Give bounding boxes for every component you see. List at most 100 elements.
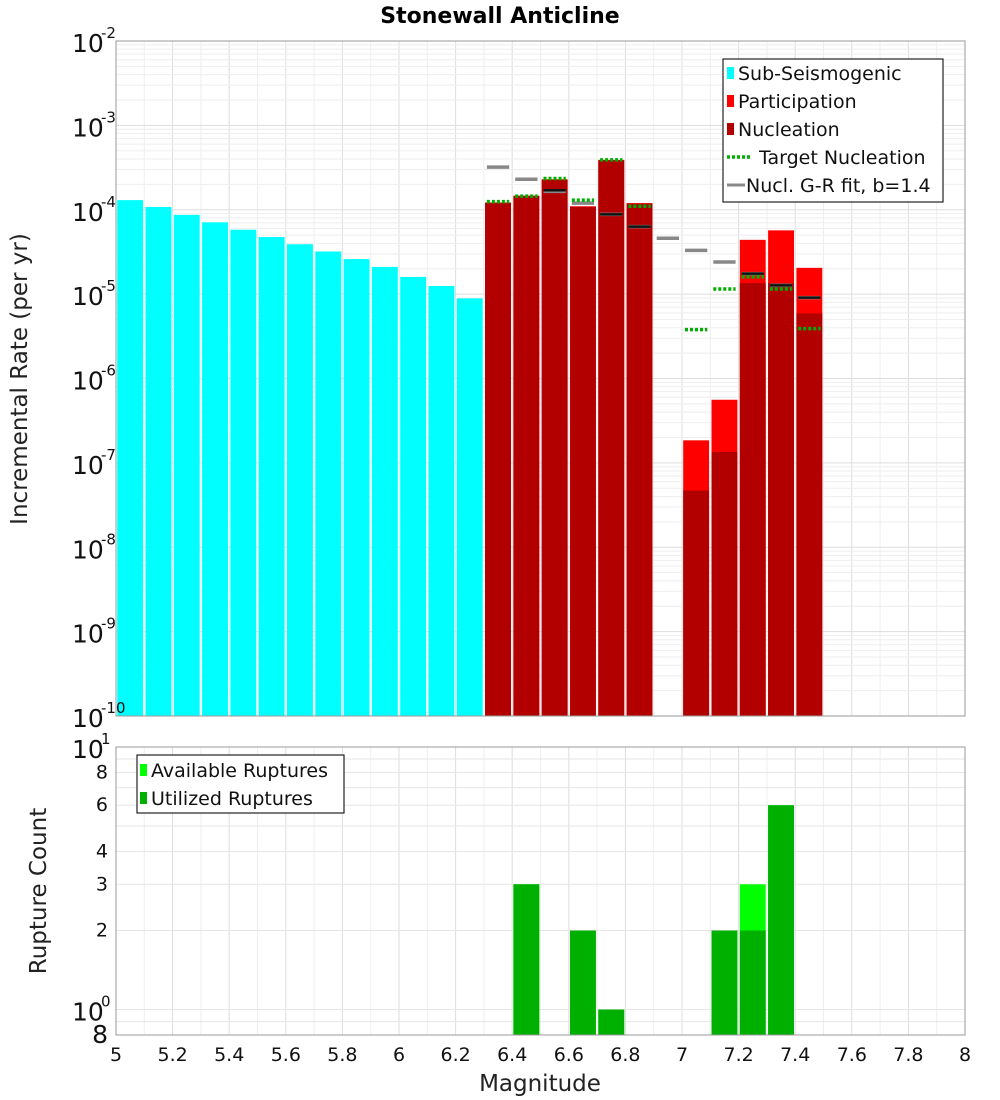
x-tick-label: 5.6 [271, 1044, 301, 1066]
x-tick-label: 7 [676, 1044, 688, 1066]
top-y-tick-exponent: -10 [101, 699, 126, 717]
top-y-tick-exponent: -6 [101, 362, 116, 380]
top-y-tick-label: 10 [72, 535, 104, 564]
x-tick-label: 6.4 [497, 1044, 527, 1066]
sub-seismogenic-bar [230, 229, 257, 717]
top-y-tick-label: 10 [72, 451, 104, 480]
nucleation-bar [570, 206, 596, 716]
sub-seismogenic-bar [258, 237, 285, 716]
x-tick-label: 7.4 [780, 1044, 810, 1066]
nucleation-bar [796, 313, 823, 716]
sub-seismogenic-bar [428, 285, 455, 716]
bottom-x-tick-labels: 5 5.2 5.4 5.6 5.8 6 6.2 6.4 6.6 6.8 7 7.2 7.4 7.6 7.8 8 [110, 1044, 971, 1066]
top-y-tick-label: 10 [72, 282, 104, 311]
top-y-tick-label: 10 [72, 620, 104, 649]
utilized-ruptures-legend-swatch [140, 792, 147, 804]
top-y-tick-label: 10 [72, 29, 104, 58]
bottom-legend-box [136, 754, 345, 814]
nucleation-bar [768, 283, 794, 716]
top-y-tick-label: 10 [72, 704, 104, 733]
nucleation-bar [513, 196, 540, 716]
top-y-tick-exponent: -3 [101, 108, 116, 126]
nucleation-legend-label: Nucleation [738, 119, 840, 141]
sub-seismogenic-bar [343, 259, 370, 716]
bottom-y-tick-label: 8 [96, 761, 108, 783]
chart-title: Stonewall Anticline [380, 4, 619, 29]
bottom-y-tick-label: 3 [96, 873, 108, 895]
x-tick-label: 7.2 [723, 1044, 753, 1066]
top-bars [117, 159, 823, 717]
x-tick-label: 5.2 [157, 1044, 187, 1066]
x-tick-label: 6.8 [610, 1044, 640, 1066]
bottom-y-tick-label: 6 [96, 794, 108, 816]
utilized-ruptures-bar [739, 930, 766, 1035]
top-y-tick-label: 10 [72, 113, 104, 142]
bottom-y-tick-label: 2 [96, 920, 108, 942]
sub-seismogenic-legend-swatch [727, 67, 734, 79]
sub-seismogenic-legend-label: Sub-Seismogenic [738, 63, 902, 85]
x-tick-label: 6.6 [554, 1044, 584, 1066]
nucleation-bar [598, 160, 625, 716]
bottom-plot-frame [115, 746, 966, 1036]
nucleation-bar [711, 451, 738, 716]
utilized-ruptures-bar [598, 1009, 625, 1035]
top-overlay-lines [486, 158, 821, 332]
x-tick-label: 5.4 [214, 1044, 244, 1066]
utilized-ruptures-legend-label: Utilized Ruptures [151, 788, 313, 810]
top-y-tick-label: 10 [72, 367, 104, 396]
nucl-g-r-fit-b-1-4-legend-label: Nucl. G-R fit, b=1.4 [746, 175, 931, 197]
bottom-y-tick-exponent: 0 [101, 993, 111, 1011]
bottom-y-tick-label: 8 [92, 1020, 108, 1049]
utilized-ruptures-bar [570, 930, 596, 1035]
top-y-tick-exponent: -9 [101, 615, 116, 633]
top-legend: Sub-Seismogenic Participation Nucleation Ta… [722, 58, 944, 203]
x-tick-label: 8 [959, 1044, 971, 1066]
x-tick-label: 7.6 [837, 1044, 867, 1066]
x-tick-label: 5 [110, 1044, 122, 1066]
x-tick-label: 6 [393, 1044, 405, 1066]
top-y-tick-label: 10 [72, 198, 104, 227]
nucleation-bar [683, 490, 710, 716]
nucleation-bar [541, 180, 568, 716]
top-y-axis-label: Incremental Rate (per yr) [7, 233, 33, 525]
sub-seismogenic-bar [173, 214, 200, 716]
sub-seismogenic-bar [202, 222, 228, 716]
x-tick-label: 6.2 [440, 1044, 470, 1066]
nucleation-legend-swatch [727, 123, 734, 135]
bottom-bars [513, 805, 794, 1035]
bottom-y-tick-label: 10 [72, 735, 104, 764]
bottom-y-tick-label: 4 [96, 840, 108, 862]
top-legend-box [722, 58, 944, 203]
top-y-tick-exponent: -2 [101, 24, 116, 42]
nucleation-bar [626, 203, 653, 717]
x-axis-label: Magnitude [479, 1071, 601, 1097]
bottom-legend: Available Ruptures Utilized Ruptures [136, 754, 345, 814]
sub-seismogenic-bar [117, 200, 144, 716]
sub-seismogenic-bar [456, 298, 483, 716]
sub-seismogenic-bar [287, 244, 313, 717]
x-tick-label: 7.8 [893, 1044, 923, 1066]
participation-legend-swatch [727, 95, 734, 107]
target-nucleation-legend-label: Target Nucleation [758, 147, 926, 169]
top-y-tick-exponent: -4 [101, 193, 116, 211]
nucleation-bar [485, 203, 511, 716]
utilized-ruptures-bar [768, 805, 794, 1035]
sub-seismogenic-bar [400, 276, 427, 716]
participation-legend-label: Participation [738, 91, 857, 113]
utilized-ruptures-bar [513, 884, 540, 1035]
top-y-tick-exponent: -8 [101, 530, 116, 548]
top-y-tick-exponent: -7 [101, 446, 116, 464]
available-ruptures-legend-label: Available Ruptures [151, 760, 328, 782]
bottom-y-tick-exponent: 1 [101, 730, 111, 748]
utilized-ruptures-bar [711, 930, 738, 1035]
nucleation-bar [739, 283, 766, 716]
bottom-y-tick-label: 10 [72, 998, 104, 1027]
x-tick-label: 5.8 [327, 1044, 357, 1066]
top-plot-frame [115, 40, 966, 717]
bottom-y-axis-label: Rupture Count [26, 808, 52, 974]
sub-seismogenic-bar [145, 206, 172, 716]
sub-seismogenic-bar [371, 266, 398, 716]
